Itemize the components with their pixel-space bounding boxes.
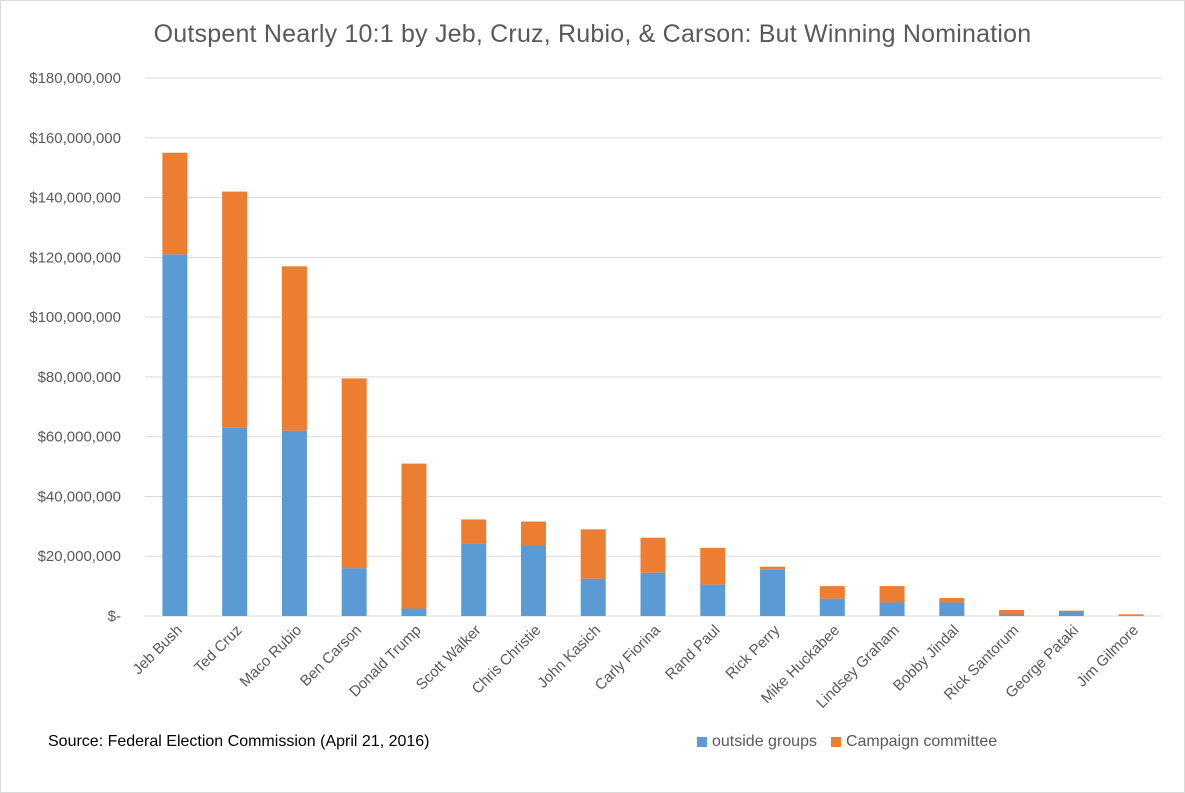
- bar-campaign-committee: [939, 598, 965, 603]
- bar-outside-groups: [819, 598, 845, 616]
- bar-campaign-committee: [281, 266, 307, 431]
- bar-campaign-committee: [580, 529, 606, 579]
- x-tick-label: Rick Perry: [722, 621, 783, 682]
- chart-title: Outspent Nearly 10:1 by Jeb, Cruz, Rubio…: [153, 20, 1032, 48]
- legend-swatch-outside: [697, 737, 707, 747]
- bar-campaign-committee: [1118, 614, 1144, 616]
- bar-campaign-committee: [461, 519, 487, 544]
- y-tick-label: $120,000,000: [29, 249, 121, 266]
- x-tick-label: Maco Rubio: [237, 622, 306, 691]
- y-tick-label: $80,000,000: [38, 369, 121, 386]
- bar-outside-groups: [1058, 611, 1084, 616]
- bar-campaign-committee: [879, 586, 905, 603]
- bar-campaign-committee: [760, 566, 786, 570]
- bar-campaign-committee: [640, 537, 666, 573]
- y-tick-label: $140,000,000: [29, 190, 121, 207]
- source-note: Source: Federal Election Commission (Apr…: [48, 733, 430, 750]
- x-tick-label: Carly Fiorina: [592, 621, 665, 694]
- y-tick-label: $40,000,000: [38, 488, 121, 505]
- bar-outside-groups: [162, 254, 188, 616]
- bar-campaign-committee: [999, 610, 1025, 615]
- bar-outside-groups: [999, 614, 1025, 616]
- bar-outside-groups: [700, 584, 726, 616]
- bar-outside-groups: [580, 578, 606, 616]
- gridlines: [145, 77, 1161, 617]
- bar-outside-groups: [760, 569, 786, 616]
- bar-campaign-committee: [700, 547, 726, 585]
- legend-label-campaign: Campaign committee: [845, 733, 998, 750]
- bar-campaign-committee: [341, 378, 367, 569]
- bar-outside-groups: [401, 608, 427, 616]
- bar-outside-groups: [281, 430, 307, 616]
- bars: [162, 152, 1144, 616]
- x-tick-label: Rand Paul: [662, 622, 724, 684]
- bar-outside-groups: [520, 545, 546, 616]
- bar-campaign-committee: [520, 521, 546, 546]
- legend-label-outside: outside groups: [712, 733, 817, 750]
- bar-campaign-committee: [819, 586, 845, 599]
- bar-outside-groups: [939, 602, 965, 616]
- x-tick-label: Jim Gilmore: [1073, 622, 1142, 691]
- y-tick-label: $100,000,000: [29, 309, 121, 326]
- legend: outside groups Campaign committee: [697, 733, 1011, 751]
- bar-campaign-committee: [162, 152, 188, 255]
- y-tick-label: $60,000,000: [38, 429, 121, 446]
- bar-outside-groups: [461, 543, 487, 616]
- bar-outside-groups: [879, 602, 905, 616]
- y-tick-label: $-: [108, 608, 121, 625]
- bar-outside-groups: [640, 572, 666, 616]
- y-tick-label: $160,000,000: [29, 130, 121, 147]
- y-axis-ticks: $- $20,000,000 $40,000,000 $60,000,000 $80,0…: [29, 70, 121, 625]
- bar-campaign-committee: [1058, 610, 1084, 612]
- y-tick-label: $180,000,000: [29, 70, 121, 87]
- bar-outside-groups: [341, 568, 367, 616]
- y-tick-label: $20,000,000: [38, 548, 121, 565]
- x-tick-label: Ted Cruz: [191, 622, 245, 676]
- bar-campaign-committee: [222, 191, 248, 428]
- legend-item-outside: outside groups: [697, 733, 817, 751]
- legend-swatch-campaign: [830, 737, 841, 747]
- legend-item-campaign: Campaign committee: [830, 733, 998, 751]
- bar-campaign-committee: [401, 463, 427, 609]
- x-tick-label: Jeb Bush: [129, 622, 185, 678]
- bar-outside-groups: [222, 427, 248, 616]
